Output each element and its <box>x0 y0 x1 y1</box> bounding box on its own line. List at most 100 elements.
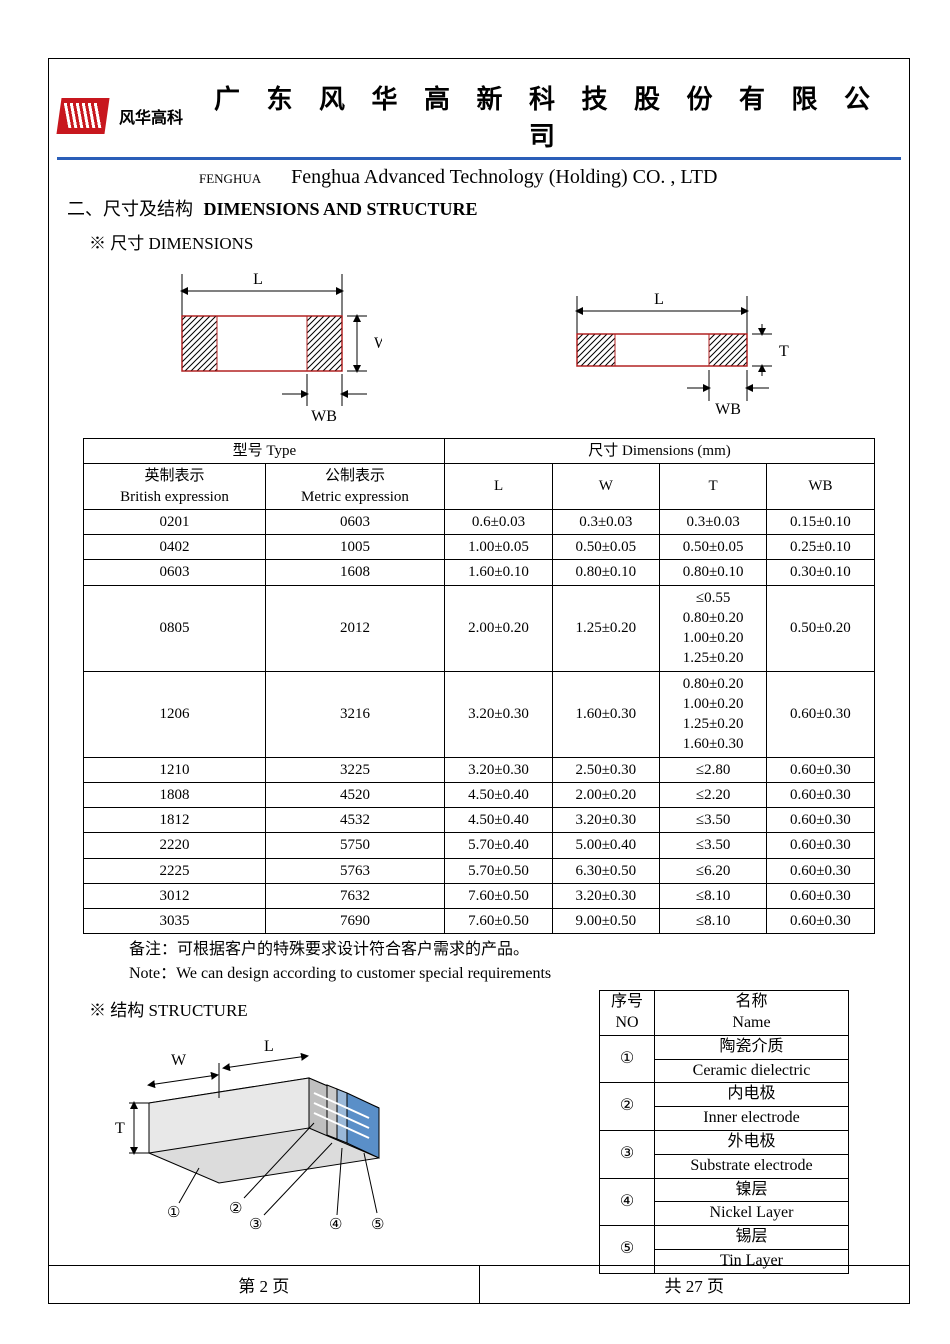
table-cell: 2.00±0.20 <box>445 585 552 671</box>
table-cell: 2.00±0.20 <box>552 782 659 807</box>
table-cell: 5750 <box>265 833 445 858</box>
svg-text:⑤: ⑤ <box>371 1217 384 1233</box>
table-cell: ≤3.50 <box>659 808 766 833</box>
diagram-label-W: W <box>374 335 382 352</box>
table-cell: 0.60±0.30 <box>767 909 874 934</box>
table-cell: ≤8.10 <box>659 909 766 934</box>
table-row: ①陶瓷介质 <box>600 1035 849 1059</box>
table-cell: 0.50±0.05 <box>552 535 659 560</box>
table-cell: 2225 <box>84 858 265 883</box>
struct-name-cn: 陶瓷介质 <box>655 1035 849 1059</box>
table-cell: ≤8.10 <box>659 883 766 908</box>
table-cell: 0.50±0.20 <box>767 585 874 671</box>
th-british-en: British expression <box>120 489 229 505</box>
notes: 备注：可根据客户的特殊要求设计符合客户需求的产品。 Note：We can de… <box>49 934 909 988</box>
logo-icon <box>56 98 109 134</box>
diagram2-label-WB: WB <box>715 401 741 418</box>
struct-th-name: 名称 Name <box>655 991 849 1036</box>
table-cell: 9.00±0.50 <box>552 909 659 934</box>
table-cell: 4.50±0.40 <box>445 782 552 807</box>
struct-name-en: Nickel Layer <box>655 1202 849 1226</box>
table-cell: 0402 <box>84 535 265 560</box>
table-cell: 0.60±0.30 <box>767 858 874 883</box>
table-cell: 7.60±0.50 <box>445 909 552 934</box>
table-cell: 0.3±0.03 <box>552 509 659 534</box>
dimension-diagrams: L W WB <box>49 256 909 438</box>
diagram-label-WB: WB <box>311 408 337 425</box>
dimensions-table: 型号 Type 尺寸 Dimensions (mm) 英制表示 British … <box>83 438 874 934</box>
section-title-en: DIMENSIONS AND STRUCTURE <box>204 199 478 219</box>
struct-name-cn: 锡层 <box>655 1226 849 1250</box>
diagram-side: L T WB <box>547 286 807 426</box>
table-cell: 2012 <box>265 585 445 671</box>
table-row: 121032253.20±0.302.50±0.30≤2.800.60±0.30 <box>84 757 874 782</box>
th-metric-en: Metric expression <box>301 489 409 505</box>
th-metric-cn: 公制表示 <box>325 468 385 484</box>
struct-name-en: Ceramic dielectric <box>655 1059 849 1083</box>
svg-text:③: ③ <box>249 1217 262 1233</box>
table-cell: 3.20±0.30 <box>552 883 659 908</box>
table-cell: ≤3.50 <box>659 833 766 858</box>
table-row: 222057505.70±0.405.00±0.40≤3.500.60±0.30 <box>84 833 874 858</box>
table-row: 181245324.50±0.403.20±0.30≤3.500.60±0.30 <box>84 808 874 833</box>
struct-name-cn: 镍层 <box>655 1178 849 1202</box>
company-name-en: Fenghua Advanced Technology (Holding) CO… <box>291 166 717 189</box>
table-cell: 3.20±0.30 <box>445 671 552 757</box>
table-row: 180845204.50±0.402.00±0.20≤2.200.60±0.30 <box>84 782 874 807</box>
struct-th-no-cn: 序号 <box>611 993 643 1010</box>
table-cell: 3012 <box>84 883 265 908</box>
table-row: 303576907.60±0.509.00±0.50≤8.100.60±0.30 <box>84 909 874 934</box>
footer-left: 第 2 页 <box>49 1266 480 1303</box>
table-cell: 4.50±0.40 <box>445 808 552 833</box>
svg-text:②: ② <box>229 1201 242 1217</box>
th-british-cn: 英制表示 <box>144 468 204 484</box>
table-cell: 1.00±0.05 <box>445 535 552 560</box>
struct-no: ① <box>600 1035 655 1083</box>
struct-name-en: Inner electrode <box>655 1107 849 1131</box>
diagram2-label-L: L <box>654 291 664 308</box>
svg-text:④: ④ <box>329 1217 342 1233</box>
table-cell: 2.50±0.30 <box>552 757 659 782</box>
table-row: 301276327.60±0.503.20±0.30≤8.100.60±0.30 <box>84 883 874 908</box>
svg-text:T: T <box>115 1120 125 1137</box>
struct-no: ④ <box>600 1178 655 1226</box>
table-cell: 4520 <box>265 782 445 807</box>
table-cell: 3.20±0.30 <box>445 757 552 782</box>
table-cell: 6.30±0.50 <box>552 858 659 883</box>
svg-text:①: ① <box>167 1205 180 1221</box>
table-row: 040210051.00±0.050.50±0.050.50±0.050.25±… <box>84 535 874 560</box>
table-cell: 0.60±0.30 <box>767 782 874 807</box>
table-row: ②内电极 <box>600 1083 849 1107</box>
table-cell: 0.80±0.20 1.00±0.20 1.25±0.20 1.60±0.30 <box>659 671 766 757</box>
th-WB: WB <box>767 464 874 510</box>
fenghua-label: FENGHUA <box>199 171 261 187</box>
table-cell: 0603 <box>265 509 445 534</box>
table-cell: 0.60±0.30 <box>767 671 874 757</box>
diagram-top: L W WB <box>152 266 382 426</box>
table-row: 222557635.70±0.506.30±0.50≤6.200.60±0.30 <box>84 858 874 883</box>
table-row: 060316081.60±0.100.80±0.100.80±0.100.30±… <box>84 560 874 585</box>
table-cell: 3225 <box>265 757 445 782</box>
table-cell: 1.60±0.10 <box>445 560 552 585</box>
table-cell: 1812 <box>84 808 265 833</box>
table-cell: 7.60±0.50 <box>445 883 552 908</box>
table-cell: 2220 <box>84 833 265 858</box>
struct-no: ② <box>600 1083 655 1131</box>
brand-cn: 风华高科 <box>119 104 183 128</box>
table-cell: 0.60±0.30 <box>767 883 874 908</box>
table-cell: 7690 <box>265 909 445 934</box>
sub-header: FENGHUA Fenghua Advanced Technology (Hol… <box>49 160 909 191</box>
table-cell: ≤6.20 <box>659 858 766 883</box>
th-T: T <box>659 464 766 510</box>
table-cell: 0.3±0.03 <box>659 509 766 534</box>
table-cell: 1808 <box>84 782 265 807</box>
struct-th-name-cn: 名称 <box>735 993 767 1010</box>
dimensions-subsection: ※ 尺寸 DIMENSIONS <box>49 223 909 256</box>
struct-th-no-en: NO <box>615 1014 638 1031</box>
table-row: ④镍层 <box>600 1178 849 1202</box>
table-cell: 3035 <box>84 909 265 934</box>
struct-no: ③ <box>600 1131 655 1179</box>
table-cell: 0.60±0.30 <box>767 808 874 833</box>
table-cell: 1608 <box>265 560 445 585</box>
table-row: 020106030.6±0.030.3±0.030.3±0.030.15±0.1… <box>84 509 874 534</box>
